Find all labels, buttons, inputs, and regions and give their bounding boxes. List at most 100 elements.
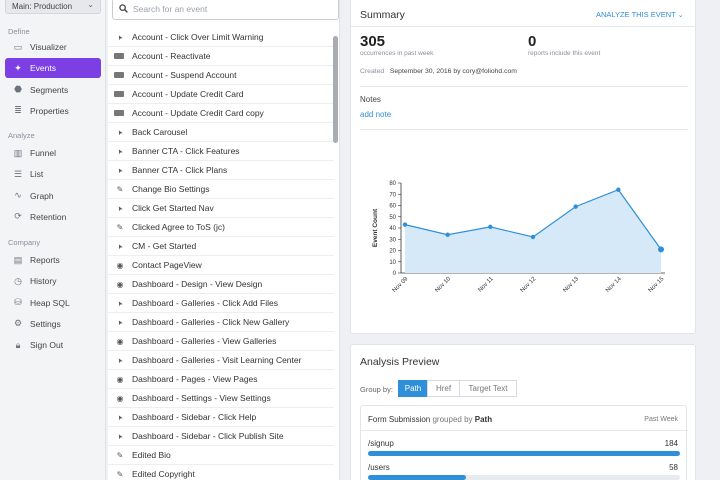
event-list-panel: ➤ Account - Click Over Limit Warning Accou…	[108, 0, 340, 480]
sidebar-section-define: Define	[8, 27, 30, 36]
y-tick-label: 40	[389, 226, 396, 232]
list-icon: ☰	[13, 168, 23, 179]
analyze-event-link[interactable]: ANALYZE THIS EVENT ⌄	[596, 10, 684, 19]
x-tick-label: Nov 09	[392, 276, 410, 294]
event-search-box[interactable]	[112, 0, 339, 20]
event-list-item[interactable]: ➤ Click Get Started Nav	[108, 199, 334, 218]
eye-icon: ◉	[116, 393, 124, 403]
sidebar-item-events[interactable]: ✦ Events	[5, 58, 101, 79]
event-name: Dashboard - Settings - View Settings	[132, 393, 271, 403]
event-list-item[interactable]: Account - Reactivate	[108, 47, 334, 66]
pencil-icon: ✎	[116, 450, 124, 460]
group-by-href-button[interactable]: Href	[427, 380, 460, 397]
event-name: Dashboard - Sidebar - Click Help	[132, 412, 257, 422]
group-by-target-text-button[interactable]: Target Text	[459, 380, 517, 397]
sidebar-item-sign-out[interactable]: 🔒︎ Sign Out	[5, 335, 101, 355]
occurrences-count: 305	[360, 33, 386, 50]
event-search-input[interactable]	[133, 4, 313, 14]
sidebar-item-label: Retention	[30, 211, 67, 222]
sidebar-item-label: Reports	[30, 255, 60, 265]
event-name: Edited Bio	[132, 450, 171, 460]
sidebar-item-settings[interactable]: ⚙ Settings	[5, 314, 101, 334]
reports-count: 0	[528, 33, 537, 50]
data-point	[402, 222, 408, 227]
event-list-item[interactable]: ✎ Clicked Agree to ToS (jc)	[108, 218, 334, 237]
events-icon: ✦	[14, 62, 22, 73]
eye-icon: ◉	[116, 374, 124, 384]
event-list-item[interactable]: ➤ CM - Get Started	[108, 237, 334, 256]
form-icon	[114, 91, 124, 97]
group-share-bar	[368, 475, 680, 480]
lock-icon: 🔒︎	[15, 339, 21, 350]
sidebar-item-funnel[interactable]: ▥ Funnel	[5, 143, 101, 163]
event-list-item[interactable]: ◉ Dashboard - Galleries - View Galleries	[108, 332, 334, 351]
event-list-item[interactable]: ➤ Dashboard - Sidebar - Click Publish Sit…	[108, 427, 334, 446]
eye-icon: ◉	[116, 279, 124, 289]
group-by-path-button[interactable]: Path	[398, 380, 428, 397]
funnel-icon: ▥	[13, 147, 23, 158]
sidebar-item-history[interactable]: ◷ History	[5, 271, 101, 291]
event-list-item[interactable]: Account - Update Credit Card copy	[108, 104, 334, 123]
sidebar-item-visualizer[interactable]: ▭ Visualizer	[5, 37, 101, 57]
event-list-item[interactable]: ◉ Dashboard - Pages - View Pages	[108, 370, 334, 389]
notes-label: Notes	[360, 95, 381, 104]
group-path-label: /users	[368, 463, 390, 472]
add-note-link[interactable]: add note	[360, 110, 392, 119]
series-area	[405, 189, 661, 273]
group-key: Path	[474, 415, 493, 424]
pencil-icon: ✎	[116, 222, 124, 232]
event-list-item[interactable]: ➤ Banner CTA - Click Plans	[108, 161, 334, 180]
sidebar-item-properties[interactable]: ≣ Properties	[5, 101, 101, 121]
group-path-label: /signup	[368, 439, 394, 448]
event-name: Back Carousel	[132, 127, 188, 137]
summary-card: Summary ANALYZE THIS EVENT ⌄ 305 occurre…	[350, 0, 697, 334]
sidebar-item-reports[interactable]: ▤ Reports	[5, 250, 101, 270]
sidebar-item-segments[interactable]: ⬣ Segments	[5, 80, 101, 100]
x-tick-label: Nov 11	[477, 276, 495, 294]
event-list-item[interactable]: ◉ Dashboard - Design - View Design	[108, 275, 334, 294]
cursor-click-icon: ➤	[115, 298, 125, 308]
sidebar-item-heap-sql[interactable]: ⛁ Heap SQL	[5, 293, 101, 313]
sidebar-item-graph[interactable]: ∿ Graph	[5, 186, 101, 206]
event-list-item[interactable]: ✎ Edited Copyright	[108, 465, 334, 480]
event-list-item[interactable]: ➤ Banner CTA - Click Features	[108, 142, 334, 161]
event-list-item[interactable]: Account - Suspend Account	[108, 66, 334, 85]
sidebar-item-label: Events	[30, 63, 56, 74]
cursor-click-icon: ➤	[115, 431, 125, 441]
event-name: Contact PageView	[132, 260, 202, 270]
event-list-item[interactable]: ➤ Dashboard - Galleries - Click Add Files	[108, 294, 334, 313]
chevron-down-icon: ⌄	[677, 12, 684, 19]
gear-icon: ⚙	[13, 318, 23, 329]
event-list-item[interactable]: ➤ Dashboard - Sidebar - Click Help	[108, 408, 334, 427]
segments-icon: ⬣	[14, 84, 22, 95]
environment-dropdown[interactable]: Main: Production ⌄	[5, 0, 101, 14]
event-list-item[interactable]: Account - Update Credit Card	[108, 85, 334, 104]
event-list-item[interactable]: ➤ Dashboard - Galleries - Visit Learning …	[108, 351, 334, 370]
sidebar-item-list[interactable]: ☰ List	[5, 164, 101, 184]
event-list-item[interactable]: ✎ Change Bio Settings	[108, 180, 334, 199]
sidebar-item-retention[interactable]: ⟳ Retention	[5, 207, 101, 227]
event-list-item[interactable]: ✎ Edited Bio	[108, 446, 334, 465]
event-list-item[interactable]: ◉ Dashboard - Settings - View Settings	[108, 389, 334, 408]
reports-label: reports include this event	[528, 50, 601, 57]
sidebar: Main: Production ⌄ Define ▭ Visualizer ✦ Eve…	[0, 0, 106, 480]
y-tick-label: 70	[389, 192, 396, 198]
event-list-item[interactable]: ➤ Account - Click Over Limit Warning	[108, 28, 334, 47]
created-info: Created September 30, 2016 by cory@folio…	[360, 68, 517, 75]
cursor-click-icon: ➤	[115, 127, 125, 137]
event-list-scrollbar[interactable]	[333, 36, 338, 143]
event-list: ➤ Account - Click Over Limit Warning Accou…	[108, 28, 334, 480]
data-point	[573, 204, 578, 209]
event-list-item[interactable]: ➤ Dashboard - Galleries - Click New Galle…	[108, 313, 334, 332]
event-name: Account - Suspend Account	[132, 70, 237, 80]
history-icon: ◷	[14, 275, 22, 286]
analyze-event-label: ANALYZE THIS EVENT	[596, 10, 676, 19]
sidebar-item-label: Graph	[30, 190, 54, 201]
sidebar-item-label: Heap SQL	[30, 297, 70, 308]
data-point	[445, 232, 450, 237]
y-tick-label: 10	[389, 260, 396, 266]
event-name: Dashboard - Galleries - Click New Galler…	[132, 317, 290, 327]
event-list-item[interactable]: ➤ Back Carousel	[108, 123, 334, 142]
visualizer-icon: ▭	[13, 41, 23, 52]
event-list-item[interactable]: ◉ Contact PageView	[108, 256, 334, 275]
